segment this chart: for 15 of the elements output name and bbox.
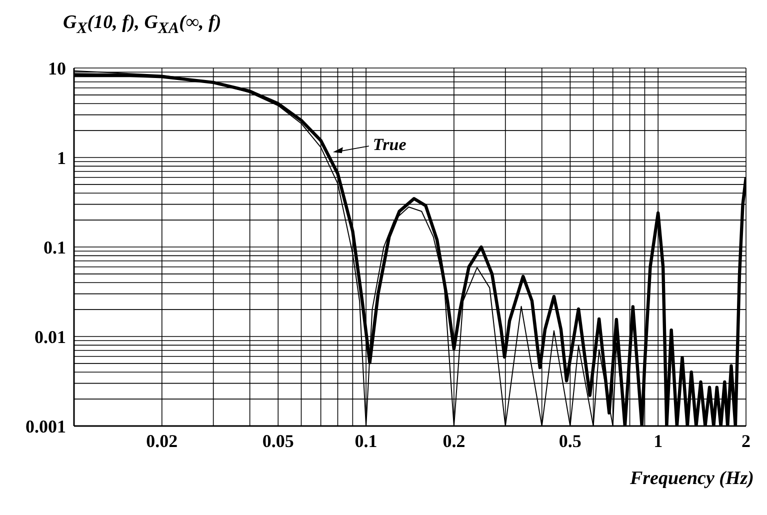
x-tick-label: 0.5 xyxy=(558,430,582,451)
y-tick-label: 0.01 xyxy=(34,326,66,347)
x-tick-label: 0.1 xyxy=(354,430,378,451)
x-tick-label: 0.2 xyxy=(442,430,466,451)
y-axis-title: G$_{X}$(10, f), G$_{XA}$(∞, f) xyxy=(63,12,222,38)
y-tick-label: 10 xyxy=(48,58,66,78)
x-tick-label: 0.02 xyxy=(146,430,178,451)
y-tick-label: 0.1 xyxy=(44,237,66,258)
x-tick-label: 1 xyxy=(654,430,663,451)
x-axis-title: Frequency (Hz) xyxy=(630,468,754,490)
x-tick-label: 0.05 xyxy=(262,430,294,451)
x-tick-label: 2 xyxy=(742,430,750,451)
y-tick-label: 0.001 xyxy=(26,416,66,436)
annotation: True xyxy=(372,135,407,154)
y-tick-label: 1 xyxy=(57,148,66,168)
